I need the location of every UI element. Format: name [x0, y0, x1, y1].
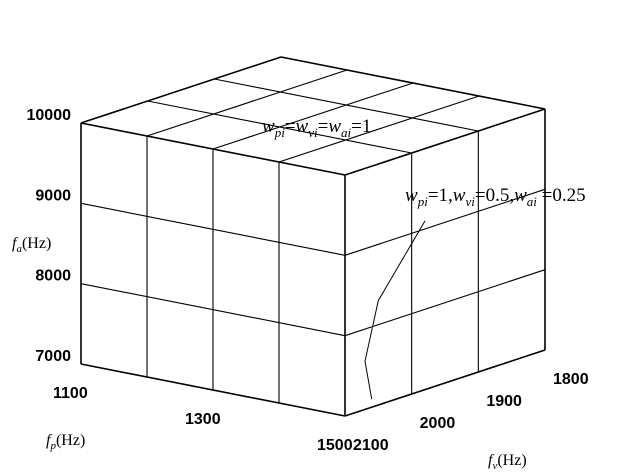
edge-front-top — [80, 122, 346, 176]
edge-back-top — [280, 56, 546, 110]
top-grid-fp-1300 — [212, 82, 414, 150]
fp-tick-1500: 1500 — [317, 437, 353, 454]
unequal-weights-curve — [364, 220, 426, 400]
top-grid-fv-1900 — [214, 78, 479, 132]
fa-tick-10000: 10000 — [27, 107, 72, 124]
grid-layer — [80, 69, 546, 403]
edge-right-bottom — [344, 349, 546, 417]
label-layer: fa(Hz) fp(Hz) fv(Hz) — [12, 235, 527, 472]
right-grid-fa-8000 — [344, 269, 546, 337]
fa-axis-label: fa(Hz) — [12, 235, 51, 255]
edge-front-bottom — [80, 363, 346, 417]
fp-axis-label: fp(Hz) — [46, 432, 85, 452]
unequal-weights-label: wpi=1,wvi=0.5,wai =0.25 — [405, 185, 586, 209]
tick-layer: 7000 8000 9000 10000 1100 1300 1500 2100 2000 190… — [27, 107, 589, 454]
fv-tick-2000: 2000 — [420, 415, 456, 432]
edge-layer — [80, 56, 546, 417]
fv-tick-1800: 1800 — [553, 371, 589, 388]
fv-tick-1900: 1900 — [486, 393, 522, 410]
top-grid-fp-1400 — [278, 95, 480, 163]
edge-left-top — [80, 56, 282, 124]
top-grid-fv-2000 — [147, 100, 412, 154]
front-grid-fa-8000 — [80, 283, 346, 337]
fa-tick-7000: 7000 — [35, 348, 71, 365]
fp-tick-1100: 1100 — [53, 385, 88, 402]
annot-layer: wpi=wvi=wai=1 wpi=1,wvi=0.5,wai =0.25 — [262, 116, 586, 209]
curve-layer — [212, 174, 426, 400]
fv-axis-label: fv(Hz) — [488, 452, 527, 472]
edge-right-top — [344, 108, 546, 176]
top-grid-fp-1200 — [146, 69, 348, 137]
fv-tick-2100: 2100 — [353, 437, 389, 454]
fp-tick-1300: 1300 — [185, 411, 221, 428]
fa-tick-8000: 8000 — [35, 268, 71, 285]
equal-weights-label: wpi=wvi=wai=1 — [262, 116, 371, 140]
fa-tick-9000: 9000 — [35, 187, 71, 204]
right-grid-fa-9000 — [344, 188, 546, 256]
front-grid-fa-9000 — [80, 202, 346, 256]
